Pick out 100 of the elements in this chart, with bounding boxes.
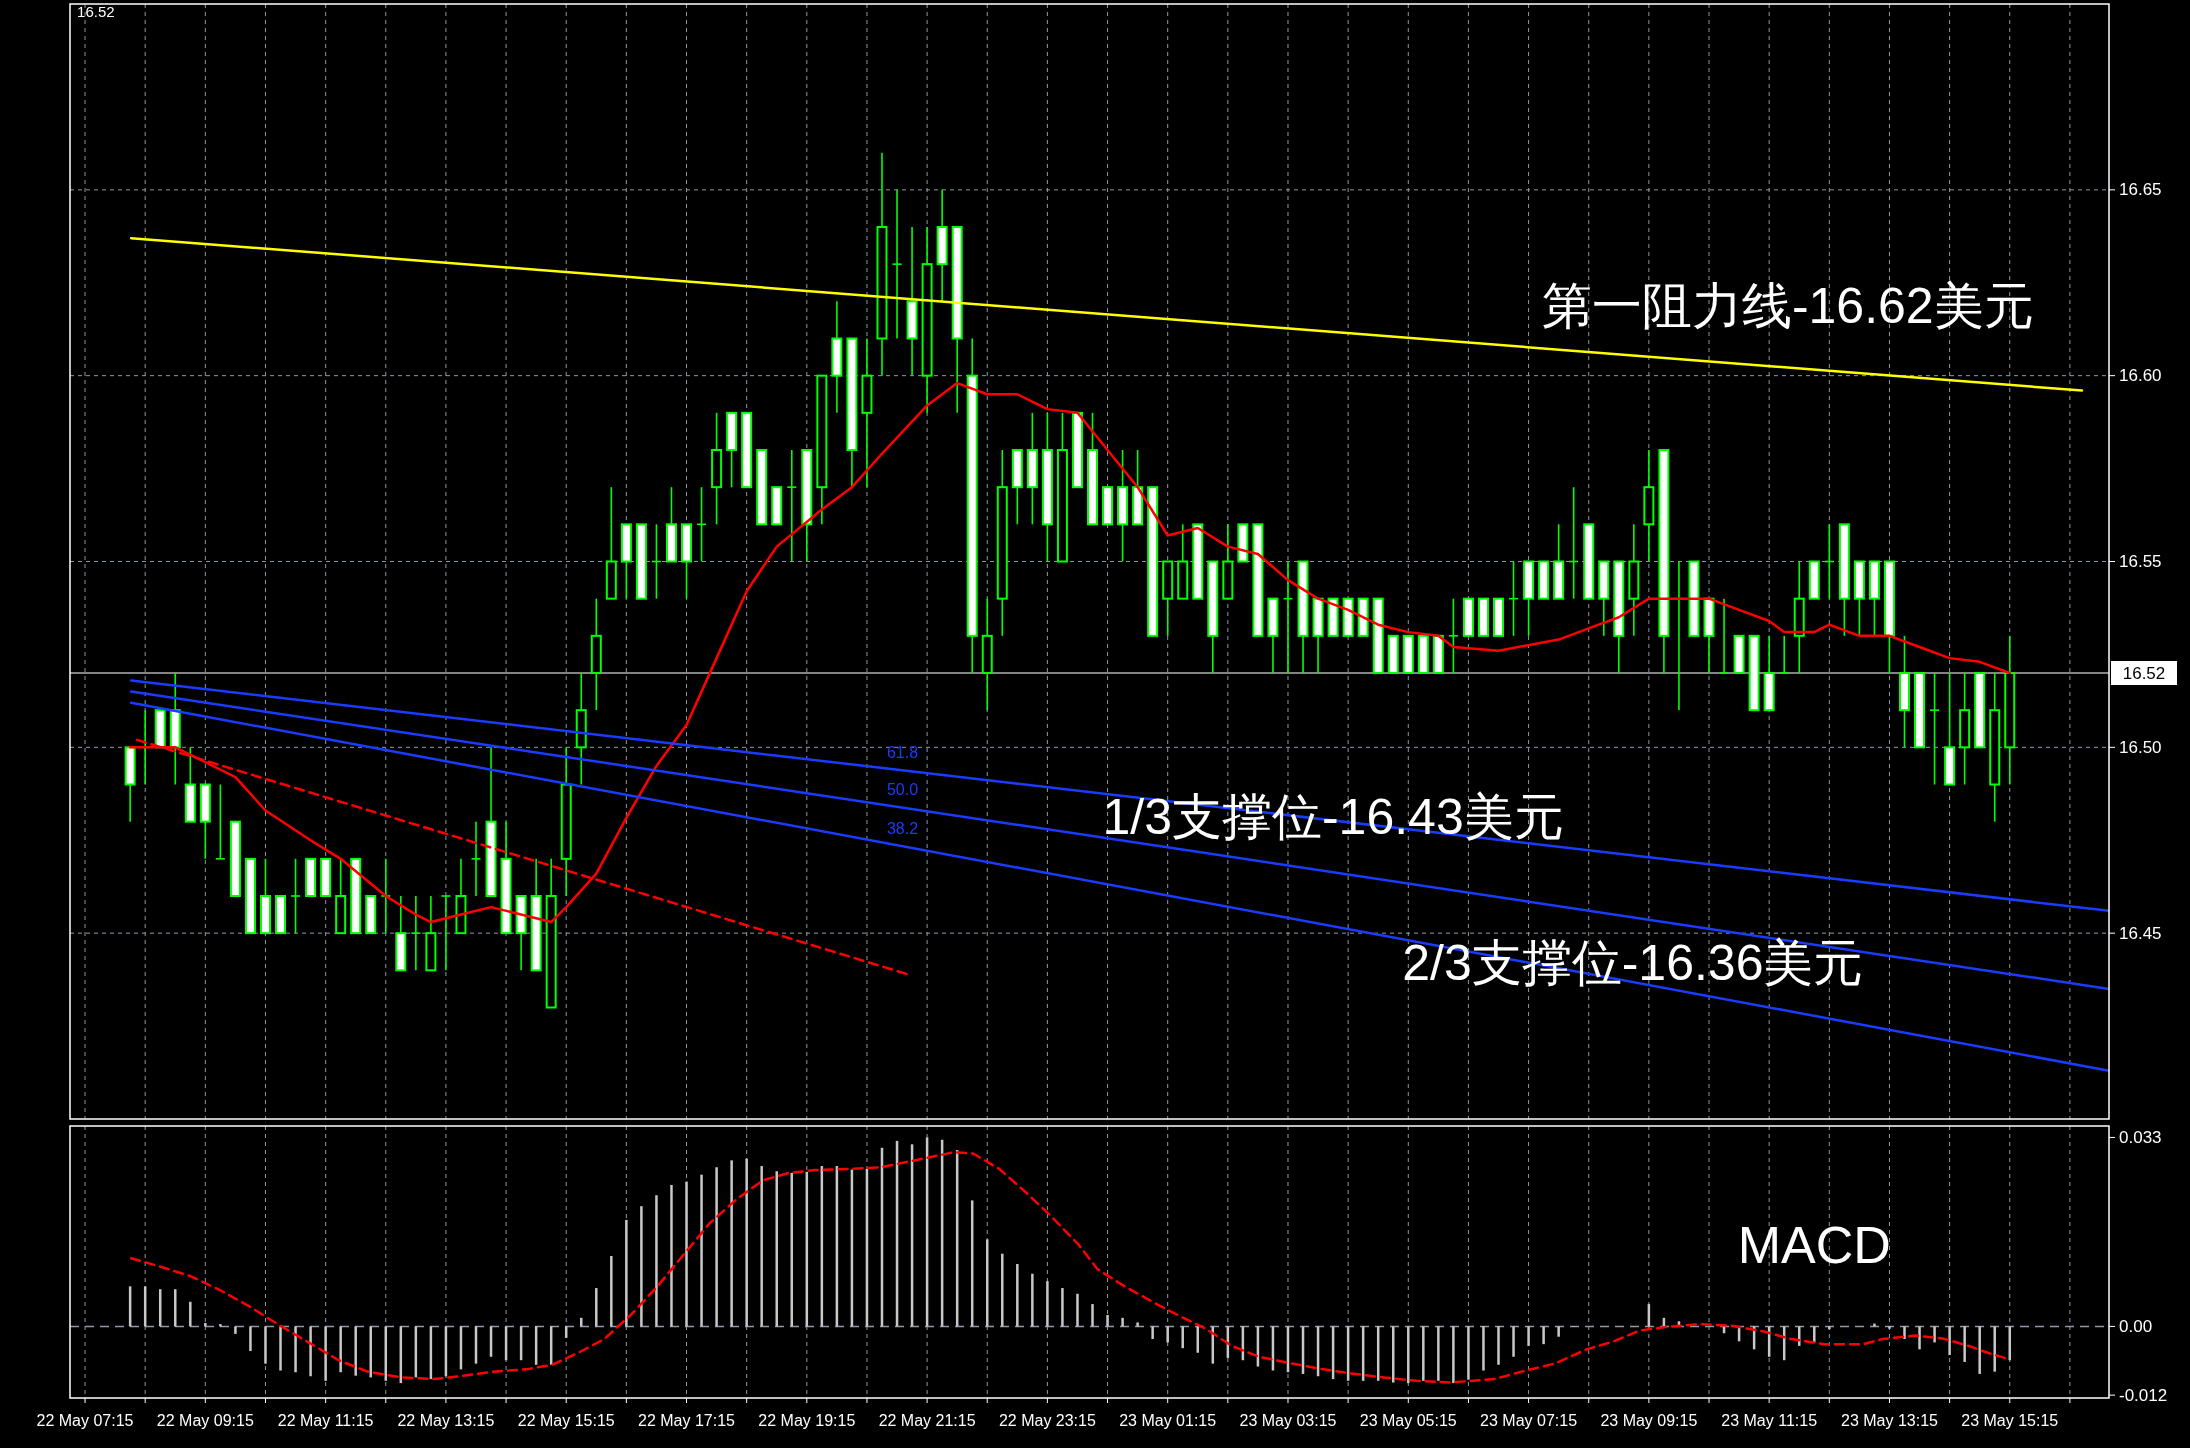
candlestick: [786, 449, 798, 563]
y-tick-label: 16.50: [2119, 737, 2162, 757]
bar: [1106, 1314, 1109, 1327]
bar: [369, 1326, 372, 1378]
x-tick-label: 22 May 23:15: [998, 1411, 1096, 1429]
bar: [354, 1326, 357, 1376]
bar: [580, 1317, 583, 1327]
x-tick-label: 22 May 15:15: [517, 1411, 615, 1429]
candlestick: [891, 189, 903, 340]
annotation: 第一阻力线-16.62美元: [1541, 277, 2034, 334]
bar: [189, 1301, 192, 1327]
bar: [1813, 1326, 1816, 1343]
y-tick-label: 0.00: [2119, 1316, 2153, 1336]
bar: [1422, 1326, 1425, 1381]
candlestick: [1718, 597, 1730, 674]
bar: [1978, 1326, 1981, 1374]
bar: [1076, 1293, 1079, 1327]
bar: [1091, 1304, 1094, 1327]
x-tick-label: 22 May 21:15: [878, 1411, 976, 1429]
x-tick-label: 23 May 11:15: [1721, 1411, 1818, 1429]
bar: [1828, 1326, 1831, 1330]
bar: [219, 1324, 222, 1327]
y-tick-label: 16.65: [2119, 180, 2162, 200]
bar: [1482, 1326, 1485, 1371]
bar: [1136, 1322, 1139, 1327]
x-tick-label: 22 May 17:15: [638, 1411, 736, 1429]
bar: [1557, 1326, 1560, 1337]
y-tick-label: 16.45: [2119, 923, 2162, 943]
bar: [760, 1166, 763, 1327]
bar: [279, 1326, 282, 1371]
bar: [1993, 1326, 1996, 1372]
bar: [264, 1326, 267, 1364]
bar: [715, 1167, 718, 1327]
y-tick-label: 0.033: [2119, 1127, 2162, 1147]
bar: [1452, 1326, 1455, 1384]
bar: [1061, 1288, 1064, 1327]
x-tick-label: 23 May 13:15: [1840, 1411, 1939, 1429]
bar: [1467, 1326, 1470, 1380]
y-tick-label: 16.60: [2119, 366, 2162, 386]
bar: [1933, 1326, 1936, 1343]
bar: [1166, 1326, 1169, 1343]
bar: [775, 1171, 778, 1327]
bar: [1016, 1264, 1019, 1327]
x-tick-label: 23 May 09:15: [1600, 1411, 1698, 1429]
x-tick-label: 22 May 09:15: [156, 1411, 254, 1429]
bar: [249, 1326, 252, 1352]
bar: [1948, 1326, 1951, 1356]
bar: [1497, 1326, 1500, 1365]
candlestick: [1448, 597, 1459, 674]
candlestick: [410, 895, 422, 972]
bar: [1121, 1317, 1124, 1327]
bar: [640, 1206, 643, 1327]
bar: [1903, 1326, 1906, 1340]
x-tick-label: 23 May 15:15: [1961, 1411, 2059, 1429]
bar: [1046, 1281, 1049, 1327]
bar: [1407, 1326, 1410, 1384]
y-tick-label: -0.012: [2119, 1385, 2168, 1405]
candlestick: [1778, 635, 1790, 674]
candlestick: [440, 895, 452, 972]
x-tick-label: 23 May 07:15: [1480, 1411, 1578, 1429]
annotation: 16.52: [77, 3, 115, 21]
bar: [1437, 1326, 1440, 1381]
bar: [595, 1288, 598, 1327]
series-label: 50.0: [886, 781, 919, 799]
candlestick: [290, 858, 301, 934]
bar: [700, 1174, 703, 1327]
bar: [204, 1322, 207, 1327]
bar: [685, 1181, 688, 1327]
bar: [1031, 1273, 1034, 1327]
bar: [670, 1184, 673, 1327]
x-tick-label: 22 May 11:15: [277, 1411, 374, 1429]
ref-line-label: 16.52: [2122, 663, 2166, 683]
x-tick-label: 23 May 01:15: [1119, 1411, 1217, 1429]
bar: [1527, 1326, 1530, 1346]
bar: [324, 1326, 327, 1381]
bar: [745, 1158, 748, 1327]
x-tick-label: 22 May 13:15: [397, 1411, 495, 1429]
bar: [610, 1255, 613, 1327]
bar: [309, 1326, 312, 1377]
bar: [1888, 1326, 1891, 1329]
x-tick-label: 23 May 05:15: [1359, 1411, 1457, 1429]
bar: [730, 1160, 733, 1327]
bar: [1512, 1326, 1515, 1357]
annotation: MACD: [1737, 1215, 1891, 1274]
candlestick: [470, 820, 482, 897]
x-tick-label: 23 May 03:15: [1239, 1411, 1337, 1429]
bar: [1001, 1253, 1004, 1327]
bar: [1181, 1326, 1184, 1349]
bar: [625, 1219, 628, 1327]
bar: [174, 1289, 177, 1327]
y-tick-label: 16.55: [2119, 552, 2162, 571]
bar: [339, 1326, 342, 1373]
bar: [655, 1195, 658, 1327]
bar: [1918, 1326, 1921, 1350]
series-label: 38.2: [886, 819, 919, 837]
bar: [234, 1326, 237, 1334]
candlestick: [215, 783, 226, 860]
bar: [294, 1326, 297, 1373]
candlestick: [1929, 672, 1940, 786]
x-tick-label: 22 May 07:15: [36, 1411, 134, 1429]
